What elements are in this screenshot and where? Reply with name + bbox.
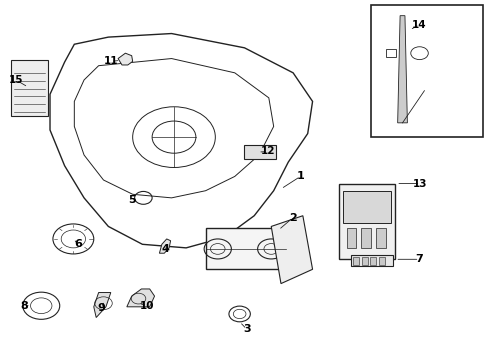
Text: 11: 11 <box>103 57 118 66</box>
Bar <box>352 257 358 265</box>
Bar <box>361 257 367 265</box>
PathPatch shape <box>94 293 111 318</box>
PathPatch shape <box>126 289 154 307</box>
Bar <box>351 255 392 266</box>
Bar <box>205 228 285 269</box>
Text: 15: 15 <box>9 75 23 85</box>
Bar <box>378 257 384 265</box>
Bar <box>361 228 370 248</box>
Bar <box>370 5 482 137</box>
Text: 12: 12 <box>260 147 275 157</box>
Text: 4: 4 <box>162 244 169 253</box>
Text: 1: 1 <box>296 171 304 181</box>
Text: 5: 5 <box>128 195 135 204</box>
Text: 6: 6 <box>74 239 82 249</box>
Text: 3: 3 <box>243 324 250 334</box>
Bar <box>244 145 276 158</box>
PathPatch shape <box>118 53 132 65</box>
Text: 10: 10 <box>140 301 154 311</box>
Text: 13: 13 <box>412 179 427 189</box>
Text: 9: 9 <box>97 303 105 313</box>
PathPatch shape <box>271 216 312 284</box>
Bar <box>346 228 356 248</box>
Text: 7: 7 <box>415 254 423 264</box>
PathPatch shape <box>159 239 170 253</box>
Bar <box>370 257 375 265</box>
Text: 8: 8 <box>21 301 28 311</box>
Bar <box>339 184 394 258</box>
PathPatch shape <box>397 16 407 123</box>
Bar <box>343 191 390 223</box>
Text: 14: 14 <box>411 19 426 30</box>
Text: 2: 2 <box>289 212 296 222</box>
Bar <box>375 228 385 248</box>
Bar <box>385 49 395 57</box>
Bar <box>11 60 47 116</box>
